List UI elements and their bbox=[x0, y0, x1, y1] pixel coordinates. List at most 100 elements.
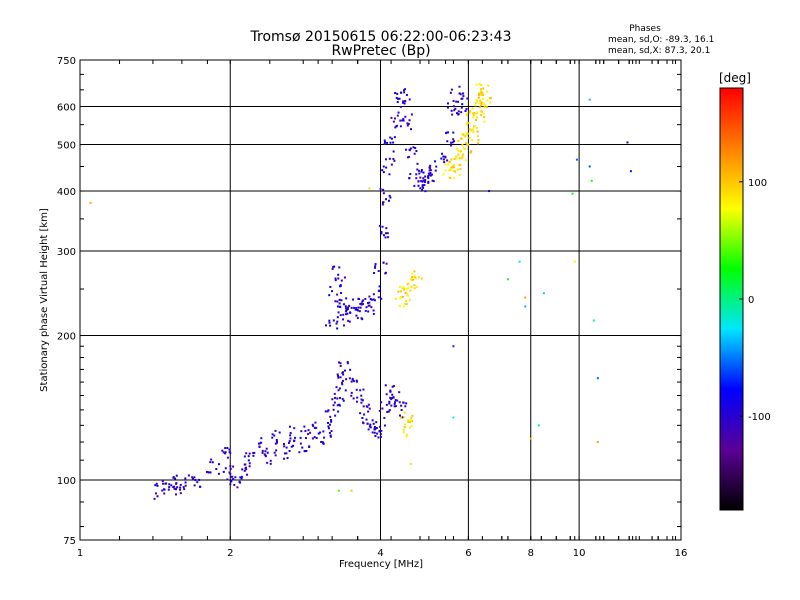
data-point bbox=[447, 131, 450, 134]
data-point bbox=[341, 397, 344, 400]
data-point bbox=[421, 184, 424, 187]
data-point bbox=[264, 450, 267, 453]
data-point bbox=[258, 445, 261, 448]
data-point bbox=[405, 288, 408, 291]
data-point bbox=[173, 485, 176, 488]
data-point bbox=[432, 180, 435, 183]
data-point bbox=[383, 424, 386, 427]
data-point bbox=[350, 489, 353, 492]
data-point bbox=[379, 432, 382, 435]
y-tick-label: 600 bbox=[57, 103, 76, 114]
data-point bbox=[462, 92, 465, 95]
data-point bbox=[471, 112, 474, 115]
data-point bbox=[596, 377, 599, 380]
data-point bbox=[293, 440, 296, 443]
data-point bbox=[338, 404, 341, 407]
data-point bbox=[452, 166, 455, 169]
data-point bbox=[416, 168, 419, 171]
data-point bbox=[404, 148, 407, 151]
data-point bbox=[368, 295, 371, 298]
data-point bbox=[487, 84, 490, 87]
data-point bbox=[352, 380, 355, 383]
phase-stats-x: mean, sd,X: 87.3, 20.1 bbox=[608, 46, 710, 56]
data-point bbox=[450, 109, 453, 112]
data-point bbox=[393, 117, 396, 120]
data-point bbox=[477, 92, 480, 95]
data-point bbox=[409, 421, 412, 424]
data-point bbox=[475, 127, 478, 130]
data-point bbox=[311, 423, 314, 426]
data-point bbox=[392, 120, 395, 123]
y-tick-label: 300 bbox=[57, 247, 76, 258]
data-point bbox=[388, 199, 391, 202]
data-point bbox=[462, 146, 465, 149]
data-point bbox=[397, 111, 400, 114]
data-point bbox=[459, 163, 462, 166]
phase-stats-o: mean, sd,O: -89.3, 16.1 bbox=[608, 35, 714, 45]
data-point bbox=[308, 446, 311, 449]
data-point bbox=[337, 361, 340, 364]
data-point bbox=[452, 416, 455, 419]
data-point bbox=[334, 300, 337, 303]
data-point bbox=[471, 128, 474, 131]
data-point bbox=[183, 488, 186, 491]
data-point bbox=[424, 179, 427, 182]
data-point bbox=[374, 265, 377, 268]
data-point bbox=[373, 299, 376, 302]
data-point bbox=[403, 416, 406, 419]
data-point bbox=[231, 475, 234, 478]
data-point bbox=[289, 434, 292, 437]
data-point bbox=[461, 153, 464, 156]
data-point bbox=[375, 427, 378, 430]
data-point bbox=[362, 405, 365, 408]
data-point bbox=[260, 437, 263, 440]
data-point bbox=[337, 311, 340, 314]
data-point bbox=[406, 156, 409, 159]
data-point bbox=[362, 422, 365, 425]
data-point bbox=[417, 184, 420, 187]
data-point bbox=[229, 451, 232, 454]
data-point bbox=[377, 436, 380, 439]
data-point bbox=[421, 188, 424, 191]
data-point bbox=[393, 401, 396, 404]
data-point bbox=[229, 465, 232, 468]
data-point bbox=[229, 467, 232, 470]
data-point bbox=[337, 410, 340, 413]
data-point bbox=[334, 279, 337, 282]
data-point bbox=[172, 476, 175, 479]
data-point bbox=[187, 474, 190, 477]
data-point bbox=[420, 277, 423, 280]
data-point bbox=[162, 482, 165, 485]
data-point bbox=[390, 163, 393, 166]
data-point bbox=[442, 158, 445, 161]
data-point bbox=[338, 387, 341, 390]
data-point bbox=[288, 425, 291, 428]
data-point bbox=[326, 410, 329, 413]
data-point bbox=[285, 446, 288, 449]
data-point bbox=[402, 119, 405, 122]
data-point bbox=[369, 298, 372, 301]
data-point bbox=[329, 434, 332, 437]
data-point bbox=[404, 88, 407, 91]
data-point bbox=[403, 288, 406, 291]
data-point bbox=[467, 143, 470, 146]
data-point bbox=[399, 91, 402, 94]
data-point bbox=[480, 89, 483, 92]
data-point bbox=[170, 484, 173, 487]
data-point bbox=[417, 180, 420, 183]
data-point bbox=[386, 232, 389, 235]
data-point bbox=[381, 225, 384, 228]
y-tick-label: 75 bbox=[63, 536, 76, 547]
data-point bbox=[413, 287, 416, 290]
data-point bbox=[341, 371, 344, 374]
data-point bbox=[300, 430, 303, 433]
data-point bbox=[240, 477, 243, 480]
data-point bbox=[359, 306, 362, 309]
data-point bbox=[401, 287, 404, 290]
data-point bbox=[361, 303, 364, 306]
data-point bbox=[184, 481, 187, 484]
data-point bbox=[264, 455, 267, 458]
data-point bbox=[465, 133, 468, 136]
data-point bbox=[452, 131, 455, 134]
data-point bbox=[344, 305, 347, 308]
